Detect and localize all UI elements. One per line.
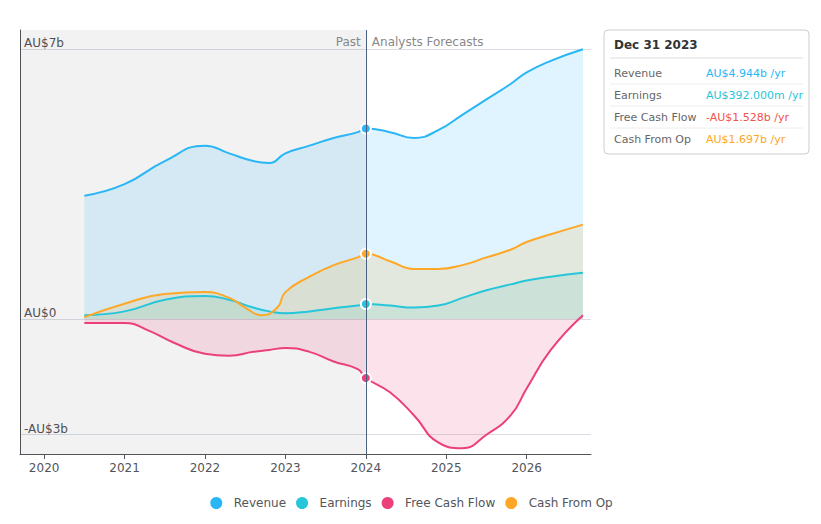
svg-text:Earnings: Earnings [614,89,662,102]
svg-text:Past: Past [336,35,361,49]
svg-text:Cash From Op: Cash From Op [614,133,691,146]
svg-text:2025: 2025 [431,461,462,475]
svg-text:Cash From Op: Cash From Op [529,496,613,510]
svg-text:Earnings: Earnings [320,496,372,510]
svg-text:2024: 2024 [351,461,382,475]
svg-text:Revenue: Revenue [614,67,662,80]
svg-text:2023: 2023 [270,461,301,475]
svg-text:Free Cash Flow: Free Cash Flow [614,111,697,124]
svg-text:Analysts Forecasts: Analysts Forecasts [372,35,484,49]
svg-text:2022: 2022 [190,461,221,475]
svg-text:AU$4.944b /yr: AU$4.944b /yr [706,67,786,80]
svg-text:2020: 2020 [29,461,60,475]
svg-text:-AU$1.528b /yr: -AU$1.528b /yr [706,111,789,124]
svg-text:2026: 2026 [511,461,542,475]
svg-text:Revenue: Revenue [234,496,286,510]
svg-text:2021: 2021 [109,461,140,475]
svg-text:Free Cash Flow: Free Cash Flow [405,496,495,510]
svg-text:AU$392.000m /yr: AU$392.000m /yr [706,89,803,102]
svg-text:Dec 31 2023: Dec 31 2023 [614,38,698,52]
svg-text:AU$1.697b /yr: AU$1.697b /yr [706,133,786,146]
